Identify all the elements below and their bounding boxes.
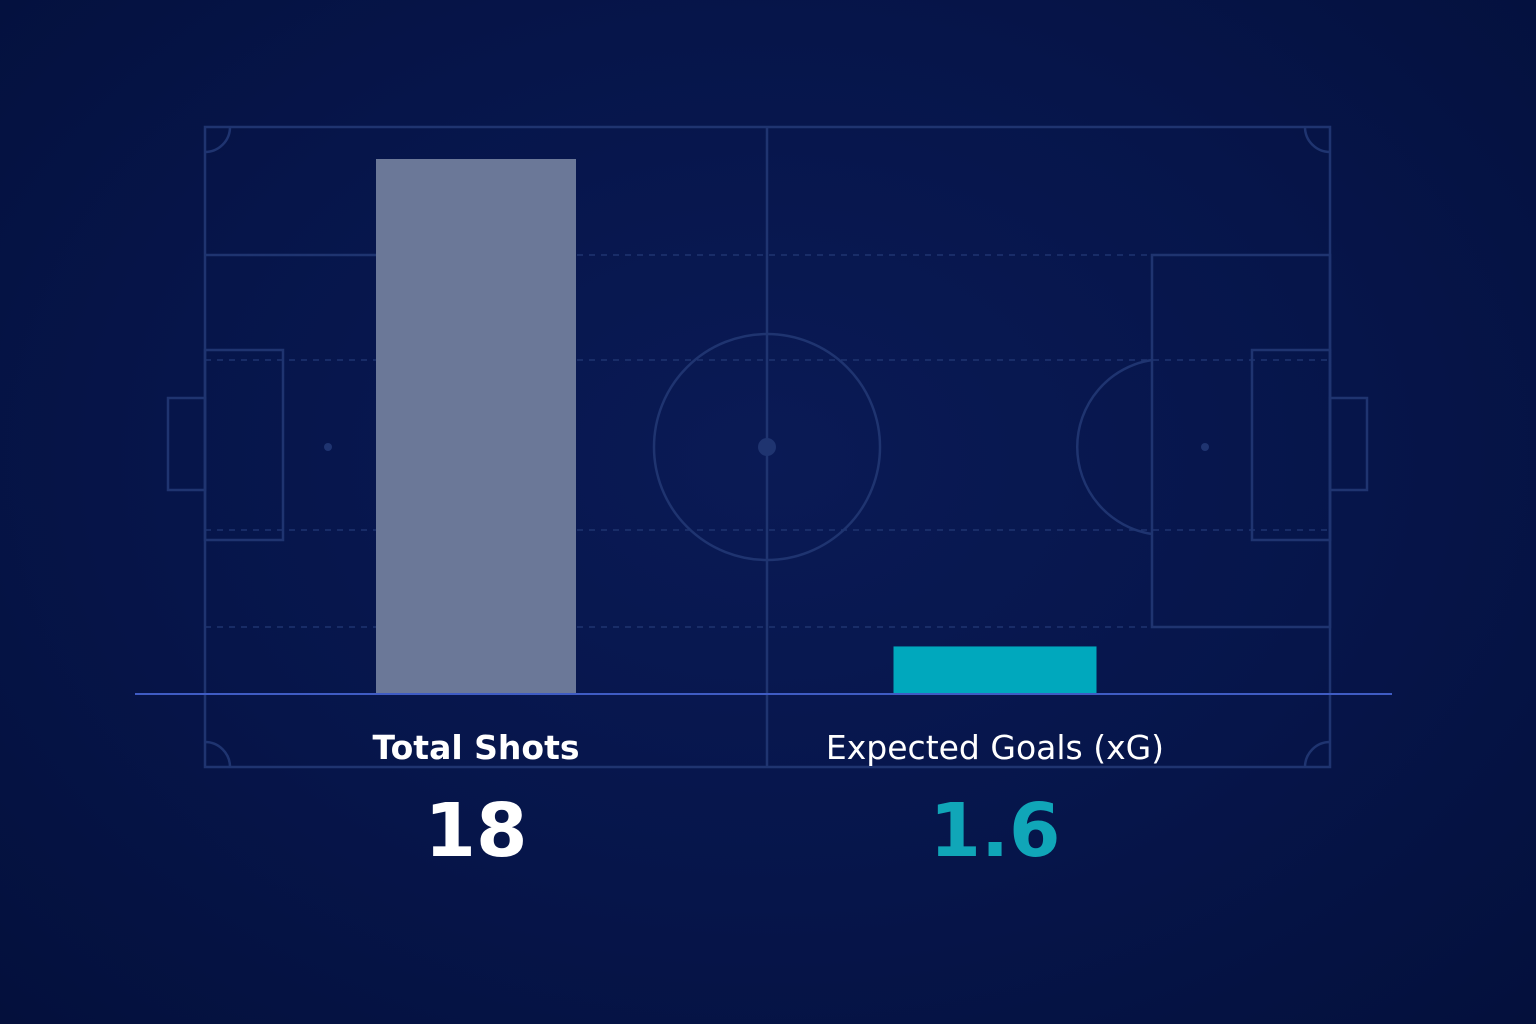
left-penalty-spot bbox=[324, 443, 332, 451]
bar-total-shots bbox=[376, 159, 576, 694]
right-goal bbox=[1328, 396, 1369, 492]
right-goal-area bbox=[1250, 348, 1332, 542]
center-circle bbox=[652, 332, 882, 562]
right-penalty-box bbox=[1150, 253, 1332, 629]
bars-layer bbox=[376, 159, 1097, 694]
football-pitch-background bbox=[166, 125, 1369, 769]
bar-expected-goals bbox=[893, 646, 1097, 694]
labels-layer: Total Shots 18 Expected Goals (xG) 1.6 bbox=[373, 728, 1165, 874]
left-goal bbox=[166, 396, 207, 492]
left-goal-area bbox=[203, 348, 285, 542]
corner-arc-top-right bbox=[1303, 126, 1331, 154]
corner-arc-top-left bbox=[204, 126, 232, 154]
corner-arc-bottom-right bbox=[1303, 740, 1331, 768]
category-label: Expected Goals (xG) bbox=[826, 728, 1164, 767]
right-penalty-arc bbox=[1075, 358, 1153, 536]
category-label: Total Shots bbox=[373, 728, 580, 767]
corner-arc-bottom-left bbox=[204, 740, 232, 768]
center-spot bbox=[758, 438, 776, 456]
right-penalty-spot bbox=[1201, 443, 1209, 451]
value-label: 18 bbox=[425, 788, 528, 874]
value-label: 1.6 bbox=[929, 788, 1060, 874]
